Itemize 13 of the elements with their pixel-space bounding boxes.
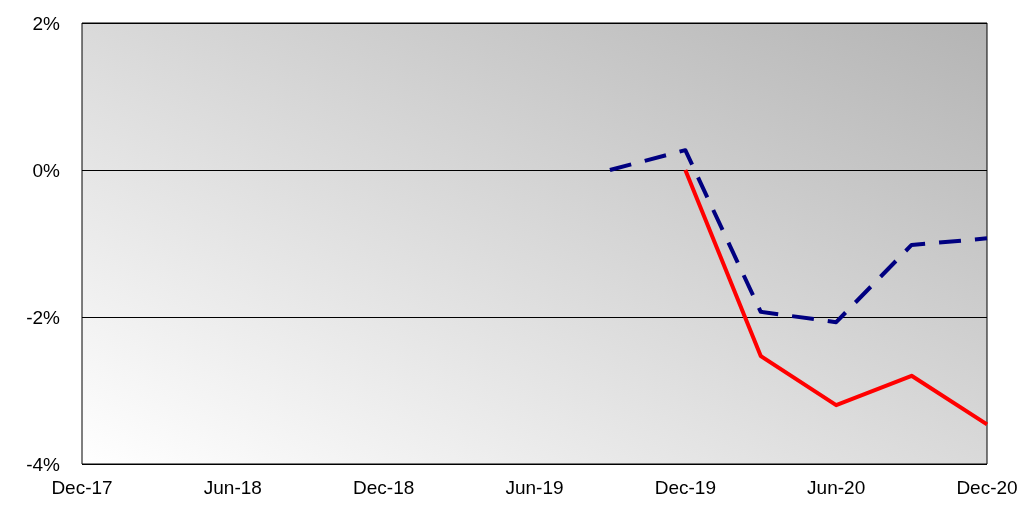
line-series [683,168,989,427]
x-tick-label: Dec-19 [654,477,716,498]
x-tick-label: Jun-20 [807,477,866,498]
y-tick-label: -2% [26,306,61,328]
x-tick-label: Dec-20 [956,477,1018,498]
y-tick-label: 0% [32,159,61,181]
x-tick-label: Dec-18 [353,477,415,498]
x-tick-label: Jun-19 [505,477,564,498]
x-tick-label: Jun-18 [203,477,262,498]
x-tick-label: Dec-17 [51,477,113,498]
line-series [607,148,989,325]
y-tick-label: 2% [32,12,61,34]
y-tick-label: -4% [26,453,61,475]
